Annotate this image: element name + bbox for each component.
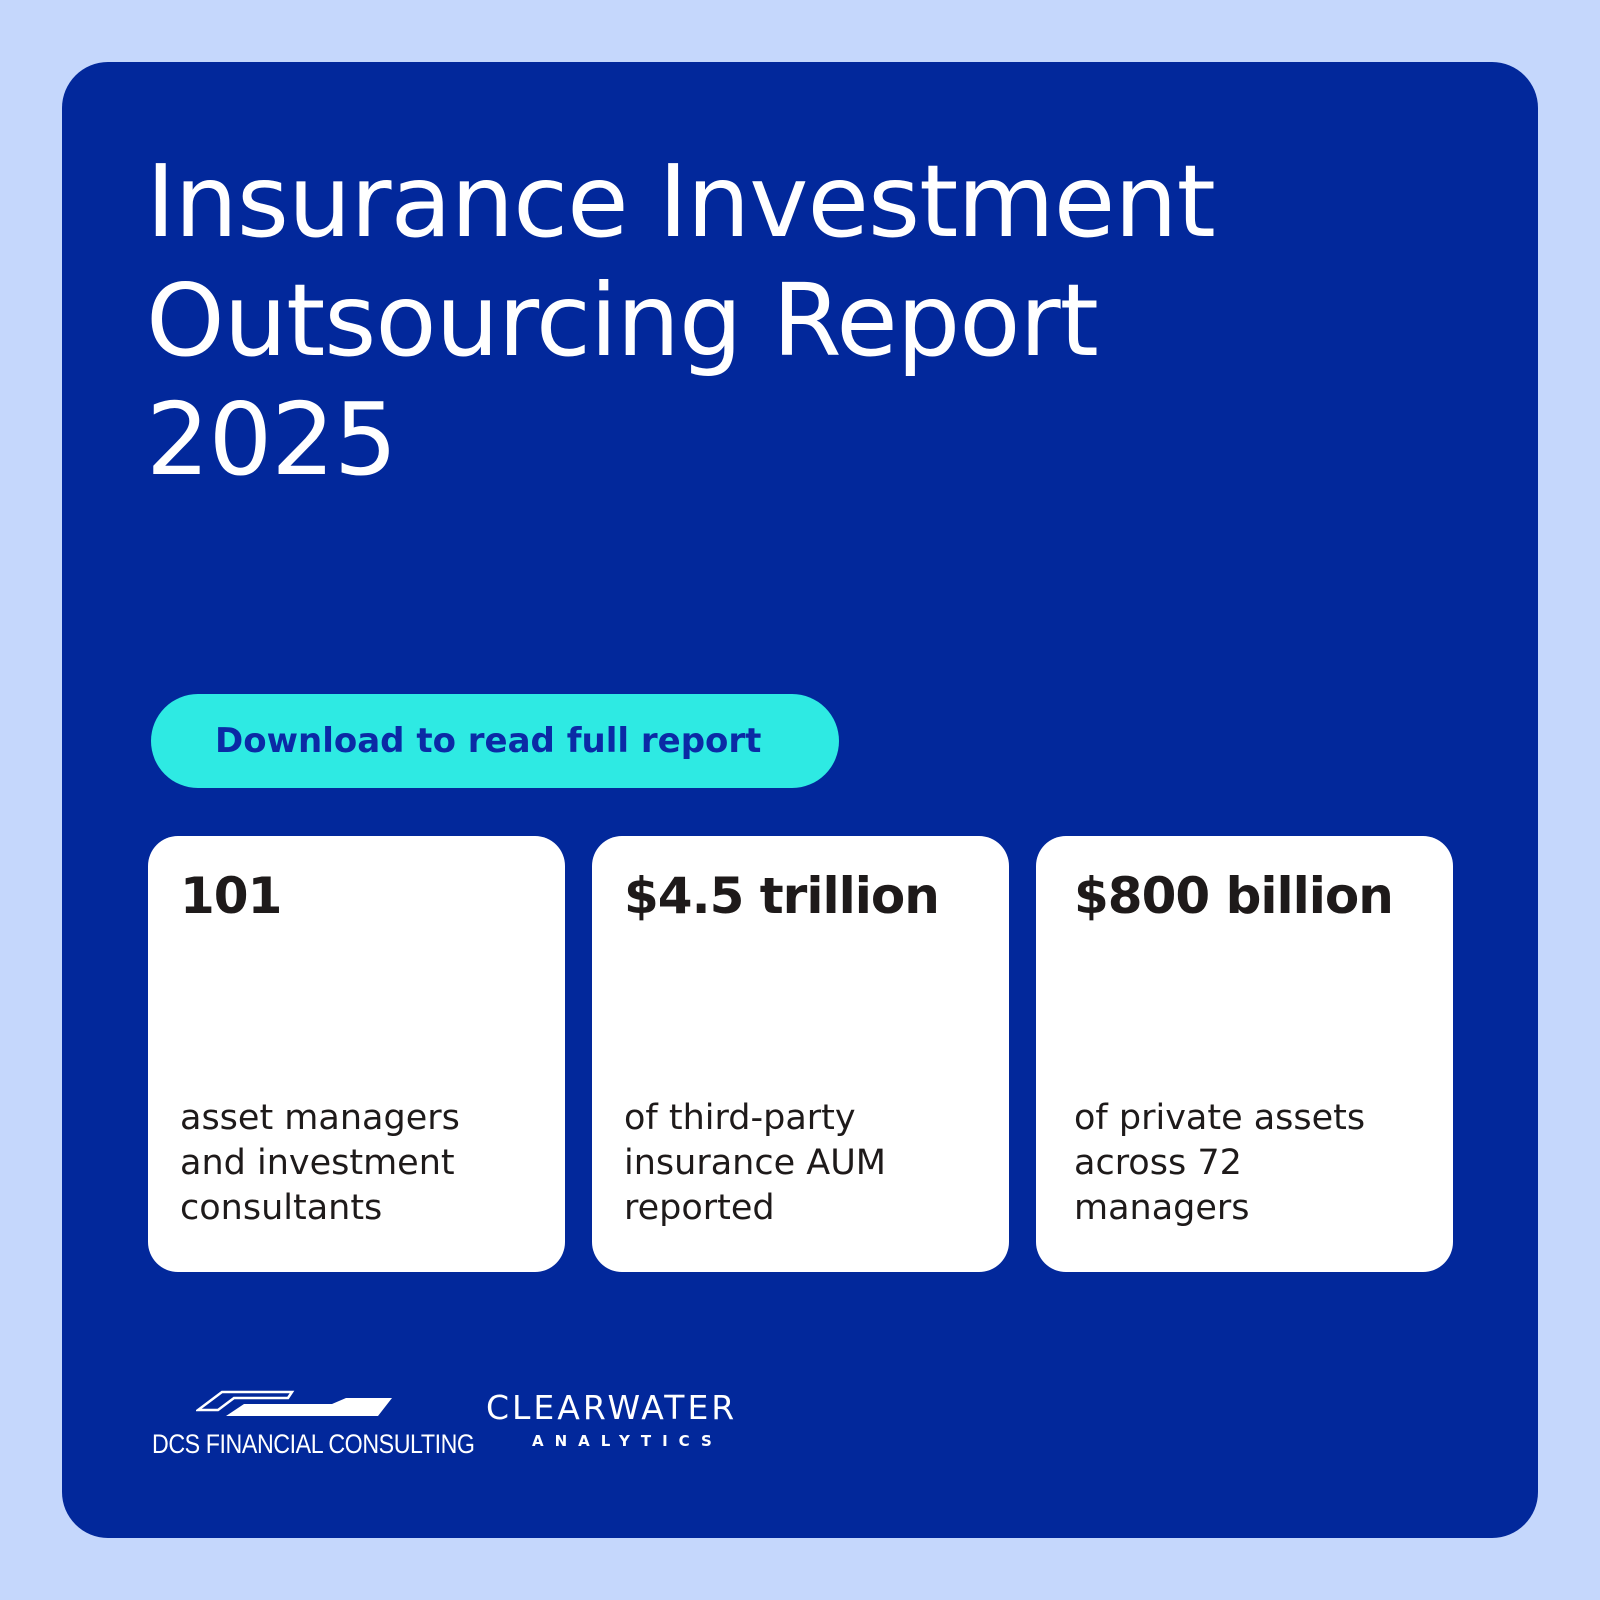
download-report-button[interactable]: Download to read full report [151,694,839,788]
title-line-3: 2025 [146,381,398,498]
stat-description: of private assets across 72 managers [1074,1096,1444,1231]
clearwater-logo-sub: ANALYTICS [532,1432,723,1450]
stat-description-line: managers [1074,1188,1250,1228]
stat-description: asset managers and investment consultant… [180,1096,550,1231]
stat-description-line: consultants [180,1188,383,1228]
stat-description: of third-party insurance AUM reported [624,1096,994,1231]
clearwater-logo-name: CLEARWATER [486,1388,738,1427]
stat-description-line: asset managers [180,1098,460,1138]
dcs-logo-text: DCS FINANCIAL CONSULTING [152,1428,475,1460]
stat-description-line: of third-party [624,1098,856,1138]
dcs-logo-name: FINANCIAL CONSULTING [205,1429,475,1459]
report-title: Insurance Investment Outsourcing Report … [146,142,1446,499]
stat-card-private-assets: $800 billion of private assets across 72… [1036,836,1453,1272]
stat-card-managers: 101 asset managers and investment consul… [148,836,565,1272]
report-card: Insurance Investment Outsourcing Report … [62,62,1538,1538]
stat-description-line: of private assets [1074,1098,1366,1138]
stat-value: $4.5 trillion [624,867,940,925]
stat-value: 101 [180,867,282,925]
clearwater-logo: CLEARWATER ANALYTICS [486,1388,786,1468]
dcs-logo: DCS FINANCIAL CONSULTING [152,1390,475,1470]
stat-description-line: reported [624,1188,775,1228]
dcs-logo-prefix: DCS [152,1429,200,1459]
title-line-2: Outsourcing Report [146,262,1099,379]
stat-description-line: across 72 [1074,1143,1242,1183]
title-line-1: Insurance Investment [146,143,1216,260]
stat-description-line: and investment [180,1143,455,1183]
dcs-logo-mark-icon [196,1390,392,1416]
stat-description-line: insurance AUM [624,1143,887,1183]
stat-card-aum: $4.5 trillion of third-party insurance A… [592,836,1009,1272]
stat-value: $800 billion [1074,867,1394,925]
